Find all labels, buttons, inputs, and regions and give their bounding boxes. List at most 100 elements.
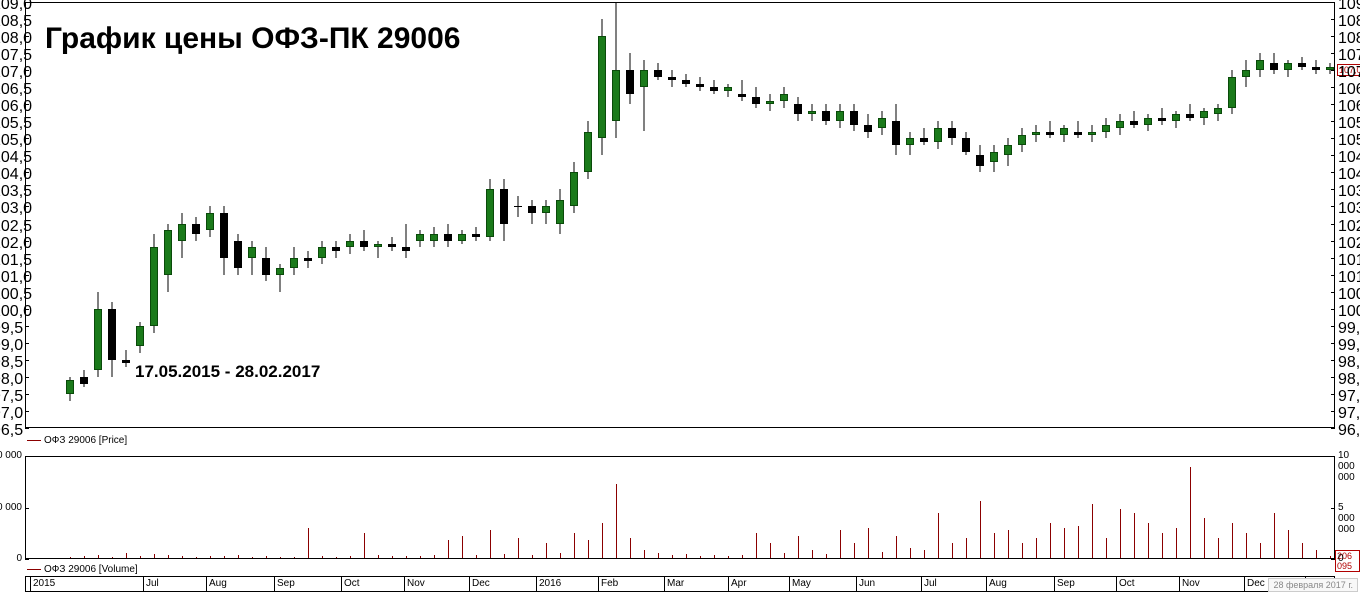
y-tick-left: 108,5 (0, 13, 22, 31)
x-tick: Dec (1244, 577, 1265, 591)
volume-bar (1106, 538, 1107, 558)
volume-bar (378, 555, 379, 558)
volume-bar (742, 555, 743, 558)
volume-bar (574, 533, 575, 558)
x-tick: 2016 (536, 577, 561, 591)
volume-bar (504, 554, 505, 558)
volume-bar (602, 523, 603, 558)
x-axis: 2015JulAugSepOctNovDec2016FebMarAprMayJu… (25, 576, 1335, 592)
y-tick-right: 97,5 (1338, 388, 1360, 406)
volume-bar (644, 550, 645, 558)
volume-bar (1022, 543, 1023, 558)
y-tick-left: 98,0 (0, 371, 22, 389)
x-tick: Jul (921, 577, 937, 591)
volume-bar (756, 533, 757, 558)
volume-bar (210, 556, 211, 558)
volume-bar (1330, 556, 1331, 558)
volume-bar (994, 533, 995, 558)
volume-bar (392, 556, 393, 558)
y-tick-right: 100,5 (1338, 286, 1360, 304)
volume-bar (252, 557, 253, 558)
y-tick-right: 102,0 (1338, 235, 1360, 253)
y-tick-left: 97,5 (0, 388, 22, 406)
y-tick-left: 99,5 (0, 320, 22, 338)
volume-bar (1232, 523, 1233, 558)
y-tick-left: 101,5 (0, 252, 22, 270)
volume-bar (448, 540, 449, 558)
vol-tick-right: 5 000 000 (1338, 502, 1360, 535)
volume-bar (266, 556, 267, 558)
volume-bar (616, 484, 617, 558)
volume-bar (938, 513, 939, 558)
volume-bar (714, 555, 715, 558)
legend-volume: ОФЗ 29006 [Volume] (27, 564, 138, 575)
volume-bar (126, 553, 127, 558)
y-tick-right: 102,5 (1338, 218, 1360, 236)
vol-tick-right: 10 000 000 (1338, 450, 1360, 483)
volume-bar (280, 557, 281, 558)
volume-bar (70, 557, 71, 558)
y-tick-right: 105,0 (1338, 132, 1360, 150)
y-tick-left: 102,0 (0, 235, 22, 253)
volume-bar (196, 557, 197, 558)
legend-price: ОФЗ 29006 [Price] (27, 435, 127, 446)
volume-bar (1246, 533, 1247, 558)
volume-bar (1190, 467, 1191, 558)
y-tick-left: 105,0 (0, 132, 22, 150)
candle-area (25, 2, 1335, 428)
volume-bar (560, 553, 561, 558)
y-tick-left: 107,0 (0, 64, 22, 82)
y-tick-left: 109,0 (0, 0, 22, 14)
volume-bar (350, 556, 351, 558)
volume-bar (224, 556, 225, 558)
y-tick-left: 99,0 (0, 337, 22, 355)
x-tick: Sep (1054, 577, 1075, 591)
volume-bar (182, 556, 183, 558)
volume-bar (1078, 526, 1079, 558)
volume-bar (882, 552, 883, 558)
volume-bar (1008, 530, 1009, 558)
volume-bar (546, 543, 547, 558)
y-tick-left: 105,5 (0, 115, 22, 133)
volume-bar (686, 554, 687, 558)
y-tick-left: 104,5 (0, 149, 22, 167)
volume-bar (952, 543, 953, 558)
y-tick-right: 100,0 (1338, 303, 1360, 321)
volume-bar (784, 553, 785, 558)
x-tick: Jun (856, 577, 875, 591)
vol-tick-left: 000 000 (0, 502, 22, 513)
volume-bar (728, 556, 729, 558)
x-tick: Apr (728, 577, 747, 591)
y-tick-left: 97,0 (0, 405, 22, 423)
volume-bar (1316, 550, 1317, 558)
volume-bar (1134, 513, 1135, 558)
x-tick: Nov (404, 577, 425, 591)
volume-bar (518, 538, 519, 558)
volume-bar (868, 528, 869, 558)
volume-bar (294, 557, 295, 558)
x-tick: Nov (1179, 577, 1200, 591)
y-tick-right: 101,0 (1338, 269, 1360, 287)
volume-bar (1260, 543, 1261, 558)
y-tick-right: 99,0 (1338, 337, 1360, 355)
volume-bar (140, 556, 141, 558)
y-tick-left: 106,0 (0, 98, 22, 116)
volume-chart-panel (25, 456, 1335, 559)
y-tick-left: 108,0 (0, 30, 22, 48)
volume-bar (434, 555, 435, 558)
volume-bar (658, 553, 659, 558)
y-tick-left: 98,5 (0, 354, 22, 372)
volume-bar (1050, 523, 1051, 558)
y-tick-right: 97,0 (1338, 405, 1360, 423)
volume-bar (532, 555, 533, 558)
y-tick-right: 101,5 (1338, 252, 1360, 270)
volume-bar (462, 536, 463, 558)
volume-bar (1092, 504, 1093, 558)
volume-bar (1064, 528, 1065, 558)
y-tick-left: 100,0 (0, 303, 22, 321)
y-tick-left: 102,5 (0, 218, 22, 236)
volume-bar (336, 557, 337, 558)
x-tick: Aug (206, 577, 227, 591)
y-tick-left: 101,0 (0, 269, 22, 287)
volume-bar (1176, 528, 1177, 558)
